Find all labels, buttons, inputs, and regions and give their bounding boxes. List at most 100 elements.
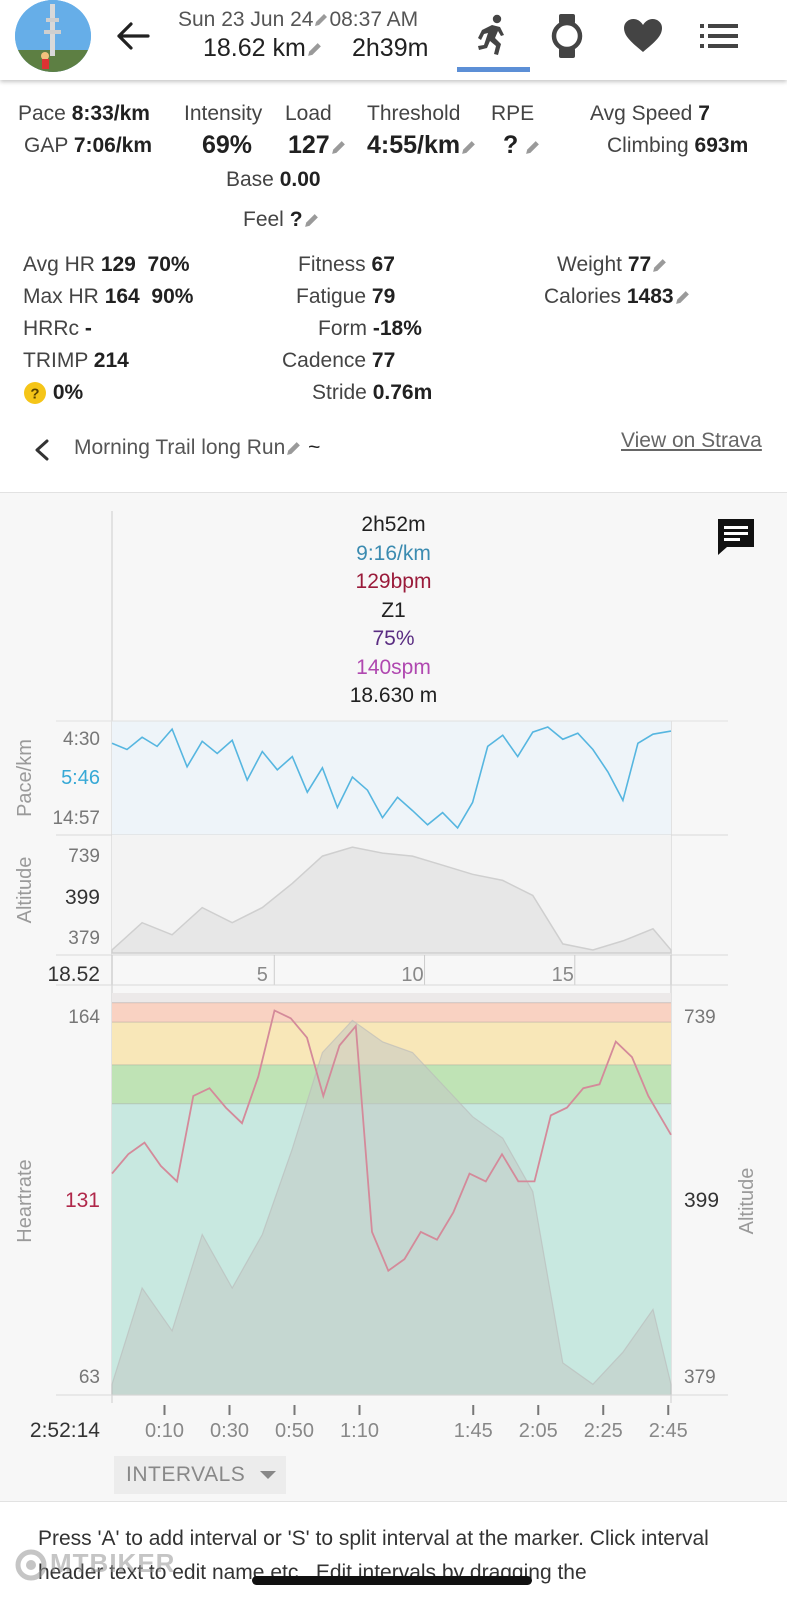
activity-charts[interactable]: Pace/km 4:30 5:46 14:57 Altitude 739 399… [0, 493, 787, 1503]
comment-icon [718, 519, 754, 555]
heartrate-tick-top: 164 [68, 1007, 100, 1028]
stat-pace: Pace 8:33/km [18, 102, 150, 125]
time-tick-label: 1:45 [454, 1420, 493, 1442]
tooltip-hr: 129bpm [355, 570, 432, 593]
tab-activity[interactable] [458, 0, 528, 72]
stat-load[interactable]: 127 [288, 131, 347, 160]
stat-cadence: Cadence 77 [282, 349, 396, 372]
chart-panel[interactable]: Pace/km 4:30 5:46 14:57 Altitude 739 399… [0, 492, 787, 1502]
pace-tick-top: 4:30 [63, 729, 100, 750]
stat-hrrc: HRRc - [23, 317, 92, 340]
chevron-left-icon[interactable] [32, 438, 52, 462]
tooltip-pace: 9:16/km [356, 541, 431, 565]
stat-threshold[interactable]: 4:55/km [367, 131, 477, 160]
heart-icon [624, 19, 662, 52]
stat-rpe[interactable]: ? [503, 131, 541, 160]
tooltip-time: 2h52m [361, 513, 426, 536]
tooltip-cadence: 140spm [356, 655, 431, 679]
pencil-icon [331, 141, 345, 154]
intervals-label: INTERVALS [126, 1463, 246, 1486]
time-tick-label: 0:30 [210, 1420, 249, 1442]
heartrate-series-line [111, 1009, 672, 1273]
time-axis: 2:52:14 0:10 0:30 0:50 1:10 1:45 2:05 2:25 2:45 [30, 1405, 688, 1442]
list-icon [700, 24, 738, 48]
stat-stride: Stride 0.76m [312, 381, 433, 404]
stat-weight[interactable]: Weight 77 [557, 253, 668, 277]
stat-intensity-label: Intensity [184, 102, 263, 125]
pace-series-line [111, 726, 672, 830]
active-tab-indicator [457, 67, 530, 72]
pace-tick-bottom: 14:57 [52, 808, 100, 829]
altitude-tick-bottom: 379 [68, 928, 100, 949]
pace-axis-title: Pace/km [14, 739, 36, 817]
altitude-chart[interactable]: Altitude 739 399 379 [14, 835, 728, 956]
distance-value: 18.62 km [203, 34, 306, 62]
gear-icon [15, 1549, 47, 1581]
back-button[interactable] [110, 14, 156, 58]
pencil-icon [653, 259, 667, 272]
stat-gap: GAP 7:06/km [24, 134, 153, 157]
activity-title-row: Morning Trail long Run ~ View on Strava [0, 426, 787, 470]
activity-title-suffix: ~ [308, 436, 321, 459]
altitude-tick-mid: 399 [65, 886, 100, 909]
time-tick-label: 2:45 [649, 1420, 688, 1442]
stat-max-hr: Max HR 164 90% [23, 285, 194, 308]
stat-feel[interactable]: Feel ? [243, 208, 320, 232]
stat-avg-speed: Avg Speed 7 [590, 102, 710, 125]
view-on-strava-link[interactable]: View on Strava [621, 429, 762, 452]
svg-text:?: ? [30, 386, 39, 403]
distance-tick-label: 5 [257, 964, 268, 986]
tab-device[interactable] [532, 0, 602, 72]
distance-tick-label: 10 [401, 964, 423, 986]
pencil-icon [315, 14, 328, 27]
tab-list[interactable] [684, 0, 754, 72]
arrow-left-icon [117, 22, 150, 50]
stat-calories[interactable]: Calories 1483 [544, 285, 691, 309]
pace-chart[interactable]: Pace/km 4:30 5:46 14:57 [14, 720, 728, 836]
activity-name: Morning Trail long Run [74, 436, 286, 459]
watermark: MTBIKER [12, 1546, 175, 1584]
altitude-area [111, 846, 672, 954]
heartrate-right-axis-title: Altitude [736, 1168, 758, 1235]
stat-climbing: Climbing 693m [607, 134, 749, 157]
activity-datetime[interactable]: Sun 23 Jun 24 08:37 AM [178, 8, 418, 32]
stat-form: Form -18% [318, 317, 422, 340]
hr-zone-band [112, 1002, 671, 1023]
activity-distance[interactable]: 18.62 km [203, 34, 323, 63]
time-tick-label: 1:10 [340, 1420, 379, 1442]
stat-load-label: Load [285, 102, 332, 125]
intervals-dropdown[interactable]: INTERVALS [114, 1456, 286, 1494]
time-tick-label: 2:05 [519, 1420, 558, 1442]
time-tick-label: 0:50 [275, 1420, 314, 1442]
stat-avg-hr: Avg HR 129 70% [23, 253, 190, 276]
watermark-text: MTBIKER [50, 1547, 176, 1578]
tab-heart[interactable] [608, 0, 678, 72]
stat-help[interactable]: ? 0% [23, 381, 83, 405]
comments-button[interactable] [715, 517, 757, 557]
avatar[interactable] [15, 0, 91, 72]
distance-axis: 18.52 5 10 15 [47, 955, 728, 986]
heartrate-right-tick-top: 739 [684, 1007, 716, 1028]
distance-axis-end-label: 18.52 [47, 963, 100, 986]
heartrate-tick-bottom: 63 [79, 1367, 100, 1388]
question-icon: ? [24, 382, 46, 405]
stat-intensity: 69% [202, 131, 253, 159]
pencil-icon [675, 291, 689, 304]
heartrate-chart[interactable]: Heartrate Altitude 164 131 63 739 399 37… [14, 993, 758, 1396]
altitude-tick-top: 739 [68, 846, 100, 867]
time-tick-label: 0:10 [145, 1420, 184, 1442]
top-bar: Sun 23 Jun 24 08:37 AM 18.62 km 2h39m [0, 0, 787, 80]
pencil-icon [304, 214, 318, 227]
caret-down-icon [260, 1471, 277, 1479]
pencil-icon [526, 141, 539, 154]
activity-duration: 2h39m [352, 34, 429, 62]
heartrate-tick-mid: 131 [65, 1189, 100, 1212]
pace-chart-bg [112, 721, 671, 835]
time-axis-end-label: 2:52:14 [30, 1419, 100, 1442]
activity-title[interactable]: Morning Trail long Run ~ [74, 436, 320, 460]
time-tick-label: 2:25 [584, 1420, 623, 1442]
pencil-icon [462, 141, 475, 154]
stat-fitness: Fitness 67 [298, 253, 395, 276]
altitude-axis-title: Altitude [14, 857, 36, 924]
pencil-icon [287, 442, 301, 455]
